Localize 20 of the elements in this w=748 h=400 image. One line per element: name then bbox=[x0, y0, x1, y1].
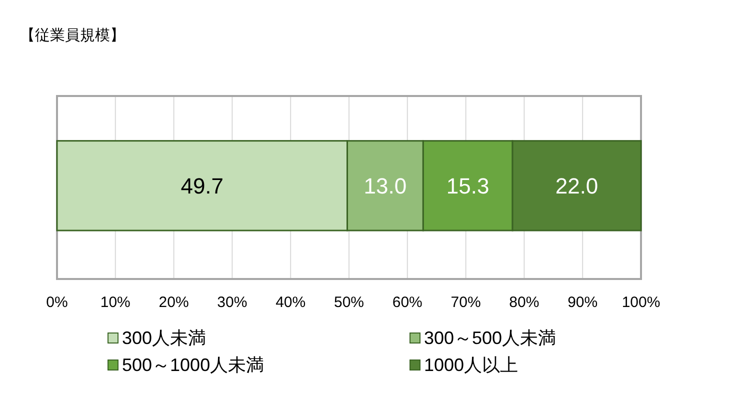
legend-label: 500～1000人未満 bbox=[122, 355, 264, 375]
x-tick-label: 100% bbox=[622, 294, 660, 311]
x-tick-label: 0% bbox=[46, 294, 68, 311]
x-tick-label: 80% bbox=[509, 294, 540, 311]
legend-label: 300～500人未満 bbox=[424, 328, 556, 348]
legend-label: 1000人以上 bbox=[424, 355, 518, 375]
x-tick-label: 70% bbox=[450, 294, 481, 311]
x-tick-label: 40% bbox=[276, 294, 306, 311]
x-tick-label: 90% bbox=[568, 294, 598, 311]
legend-label: 300人未満 bbox=[122, 328, 206, 348]
data-label: 22.0 bbox=[555, 174, 598, 199]
data-label: 49.7 bbox=[180, 174, 224, 199]
x-tick-label: 60% bbox=[392, 294, 422, 311]
x-tick-label: 30% bbox=[217, 294, 248, 311]
x-tick-label: 10% bbox=[100, 294, 130, 311]
chart-title: 【従業員規模】 bbox=[20, 27, 125, 44]
x-tick-label: 20% bbox=[158, 294, 189, 311]
data-label: 13.0 bbox=[364, 174, 407, 199]
x-tick-label: 50% bbox=[334, 294, 364, 311]
data-label: 15.3 bbox=[446, 174, 490, 199]
